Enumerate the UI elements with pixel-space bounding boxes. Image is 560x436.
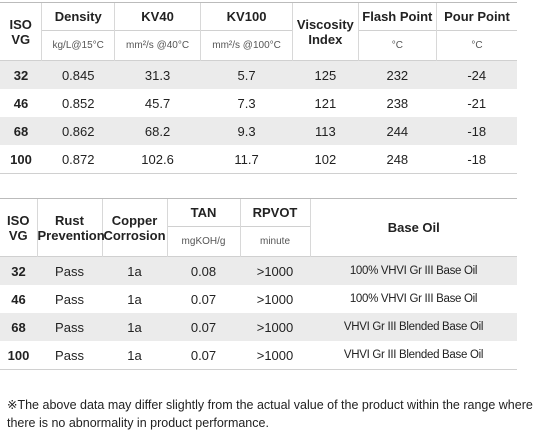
cell-pour-point: -18 [436,117,517,145]
header-iso-vg: ISO VG [0,2,42,61]
header-tan: TAN [166,198,240,227]
header-pour-point: Pour Point [435,2,517,31]
cell-rust-prevention: Pass [37,256,102,285]
table-row: 46 Pass 1a 0.07 >1000 100% VHVI Gr III B… [0,285,517,313]
table-row: 32 0.845 31.3 5.7 125 232 -24 [0,60,517,89]
disclaimer-note: ※The above data may differ slightly from… [7,398,533,430]
cell-density: 0.872 [61,151,95,167]
cell-copper-corrosion: 1a [102,313,167,341]
header-copper-corrosion: Copper Corrosion [101,198,167,257]
cell-iso: 100 [10,151,32,167]
cell-pour-point: -24 [436,60,517,89]
unit-flash-point: °C [357,30,437,61]
cell-rpvot: >1000 [240,256,310,285]
cell-kv100: 5.7 [200,60,293,89]
cell-base-oil: VHVI Gr III Blended Base Oil [310,313,517,341]
cell-kv100: 7.3 [237,95,256,111]
header-base-oil: Base Oil [309,198,517,257]
cell-tan: 0.07 [190,291,217,307]
cell-copper-corrosion: 1a [102,256,167,285]
header-flash-point: Flash Point [357,2,437,31]
cell-base-oil: 100% VHVI Gr III Base Oil [349,293,478,305]
cell-iso: 46 [11,291,26,307]
cell-iso: 100 [7,347,30,363]
cell-density: 0.852 [61,95,95,111]
cell-flash-point: 244 [358,117,437,145]
cell-kv40: 45.7 [144,95,171,111]
cell-rpvot: >1000 [256,291,294,307]
header-viscosity-index: Viscosity Index [291,2,359,61]
cell-iso: 68 [0,313,37,341]
performance-table: ISO VG Rust Prevention Copper Corrosion … [0,198,517,370]
header-rust-prevention: Rust Prevention [36,198,105,257]
cell-density: 0.845 [41,60,115,89]
cell-rpvot: >1000 [256,347,294,363]
table-row: 46 0.852 45.7 7.3 121 238 -21 [0,89,517,117]
table-row: 100 0.872 102.6 11.7 102 248 -18 [0,145,517,174]
cell-tan: 0.07 [167,313,240,341]
cell-rust-prevention: Pass [37,313,102,341]
cell-base-oil: 100% VHVI Gr III Base Oil [310,256,517,285]
cell-tan: 0.07 [190,347,217,363]
cell-viscosity-index: 125 [292,60,359,89]
unit-kv40: mm²/s @40°C [113,30,201,61]
cell-viscosity-index: 102 [314,151,337,167]
cell-rust-prevention: Pass [55,347,84,363]
properties-table: ISO VG Density KV40 KV100 Viscosity Inde… [0,2,517,174]
cell-flash-point: 232 [358,60,437,89]
table-row: 32 Pass 1a 0.08 >1000 100% VHVI Gr III B… [0,256,517,285]
header-iso-vg: ISO VG [0,198,37,257]
header-rpvot: RPVOT [239,198,310,227]
header-density: Density [41,2,115,31]
cell-pour-point: -18 [467,151,487,167]
cell-kv100: 9.3 [200,117,293,145]
cell-base-oil: VHVI Gr III Blended Base Oil [343,349,484,361]
cell-kv40: 102.6 [141,151,174,167]
cell-flash-point: 248 [386,151,409,167]
cell-copper-corrosion: 1a [127,291,142,307]
header-kv100: KV100 [200,2,293,31]
cell-viscosity-index: 121 [314,95,337,111]
cell-iso: 46 [13,95,29,111]
unit-density: kg/L@15°C [41,30,115,61]
unit-kv100: mm²/s @100°C [200,30,293,61]
unit-tan: mgKOH/g [166,226,240,257]
cell-rpvot: >1000 [240,313,310,341]
cell-copper-corrosion: 1a [127,347,142,363]
table-row: 100 Pass 1a 0.07 >1000 VHVI Gr III Blend… [0,341,517,370]
cell-kv40: 68.2 [114,117,201,145]
cell-rust-prevention: Pass [55,291,84,307]
cell-viscosity-index: 113 [292,117,359,145]
cell-kv100: 11.7 [234,151,259,167]
cell-kv40: 31.3 [114,60,201,89]
cell-iso: 32 [0,60,42,89]
unit-pour-point: °C [435,30,517,61]
cell-iso: 68 [0,117,42,145]
unit-rpvot: minute [239,226,310,257]
table-row: 68 0.862 68.2 9.3 113 244 -18 [0,117,517,145]
cell-pour-point: -21 [467,95,487,111]
cell-tan: 0.08 [167,256,240,285]
cell-flash-point: 238 [386,95,409,111]
cell-iso: 32 [0,256,37,285]
header-kv40: KV40 [113,2,201,31]
table-row: 68 Pass 1a 0.07 >1000 VHVI Gr III Blende… [0,313,517,341]
cell-density: 0.862 [41,117,115,145]
